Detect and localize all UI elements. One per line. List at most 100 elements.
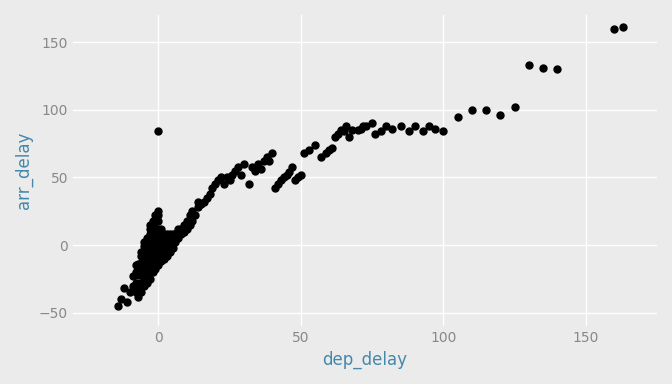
Point — [221, 174, 232, 180]
Point — [159, 245, 169, 251]
Point — [156, 249, 167, 255]
Point — [150, 258, 161, 265]
Point — [239, 161, 249, 167]
Point — [153, 128, 164, 134]
Point — [136, 290, 146, 296]
Point — [370, 131, 380, 137]
Point — [144, 269, 155, 275]
Point — [159, 253, 169, 259]
Point — [133, 293, 144, 300]
Point — [133, 261, 144, 267]
Point — [142, 280, 153, 286]
Point — [147, 256, 158, 262]
Point — [175, 231, 186, 237]
Point — [187, 218, 198, 224]
Point — [418, 128, 429, 134]
Point — [204, 190, 215, 197]
Point — [278, 174, 289, 180]
Point — [116, 296, 126, 302]
Point — [150, 245, 161, 251]
Point — [133, 283, 144, 289]
Point — [210, 181, 220, 187]
Point — [352, 127, 363, 133]
Point — [130, 290, 141, 296]
Point — [193, 204, 204, 210]
Point — [124, 290, 135, 296]
Point — [150, 231, 161, 237]
Point — [144, 276, 155, 282]
Point — [375, 128, 386, 134]
Point — [150, 235, 161, 242]
Point — [327, 145, 337, 151]
Point — [147, 249, 158, 255]
Point — [153, 262, 164, 268]
Point — [130, 262, 141, 268]
Point — [159, 231, 169, 237]
Point — [269, 185, 280, 191]
Point — [142, 266, 153, 273]
Point — [523, 62, 534, 68]
Point — [147, 235, 158, 242]
Point — [150, 253, 161, 259]
Point — [138, 276, 149, 282]
Point — [466, 107, 477, 113]
Point — [287, 164, 298, 170]
Point — [404, 128, 415, 134]
Point — [310, 142, 321, 148]
Point — [147, 222, 158, 228]
Point — [329, 134, 340, 140]
Y-axis label: arr_delay: arr_delay — [15, 132, 34, 209]
Point — [156, 258, 167, 265]
Point — [216, 174, 226, 180]
Point — [150, 249, 161, 255]
Point — [167, 231, 178, 237]
Point — [144, 262, 155, 268]
Point — [181, 218, 192, 224]
Point — [147, 218, 158, 224]
Point — [127, 283, 138, 289]
Point — [261, 154, 272, 160]
Point — [244, 181, 255, 187]
Point — [153, 256, 164, 262]
Point — [333, 131, 343, 137]
Point — [250, 167, 261, 174]
Point — [138, 262, 149, 268]
Point — [187, 208, 198, 214]
Point — [165, 249, 175, 255]
Point — [304, 147, 314, 154]
Point — [147, 253, 158, 259]
Point — [153, 231, 164, 237]
Point — [144, 222, 155, 228]
Point — [138, 239, 149, 245]
Point — [161, 235, 172, 242]
Point — [165, 235, 175, 242]
Point — [367, 120, 378, 126]
Point — [207, 185, 218, 191]
Point — [153, 218, 164, 224]
Point — [284, 169, 295, 175]
Point — [298, 150, 309, 156]
Point — [429, 126, 440, 132]
Point — [133, 272, 144, 278]
Point — [138, 283, 149, 289]
Point — [161, 245, 172, 251]
Point — [153, 226, 164, 232]
Point — [190, 212, 201, 218]
Point — [480, 107, 491, 113]
Point — [224, 177, 235, 183]
Point — [122, 299, 132, 305]
Point — [347, 127, 358, 133]
Point — [338, 128, 349, 134]
Point — [150, 212, 161, 218]
Point — [233, 164, 243, 170]
Point — [130, 280, 141, 286]
Point — [150, 226, 161, 232]
Point — [147, 231, 158, 237]
Point — [386, 126, 397, 132]
Point — [136, 266, 146, 273]
Point — [156, 239, 167, 245]
Point — [264, 158, 275, 164]
Point — [144, 239, 155, 245]
Point — [144, 249, 155, 255]
Point — [130, 269, 141, 275]
